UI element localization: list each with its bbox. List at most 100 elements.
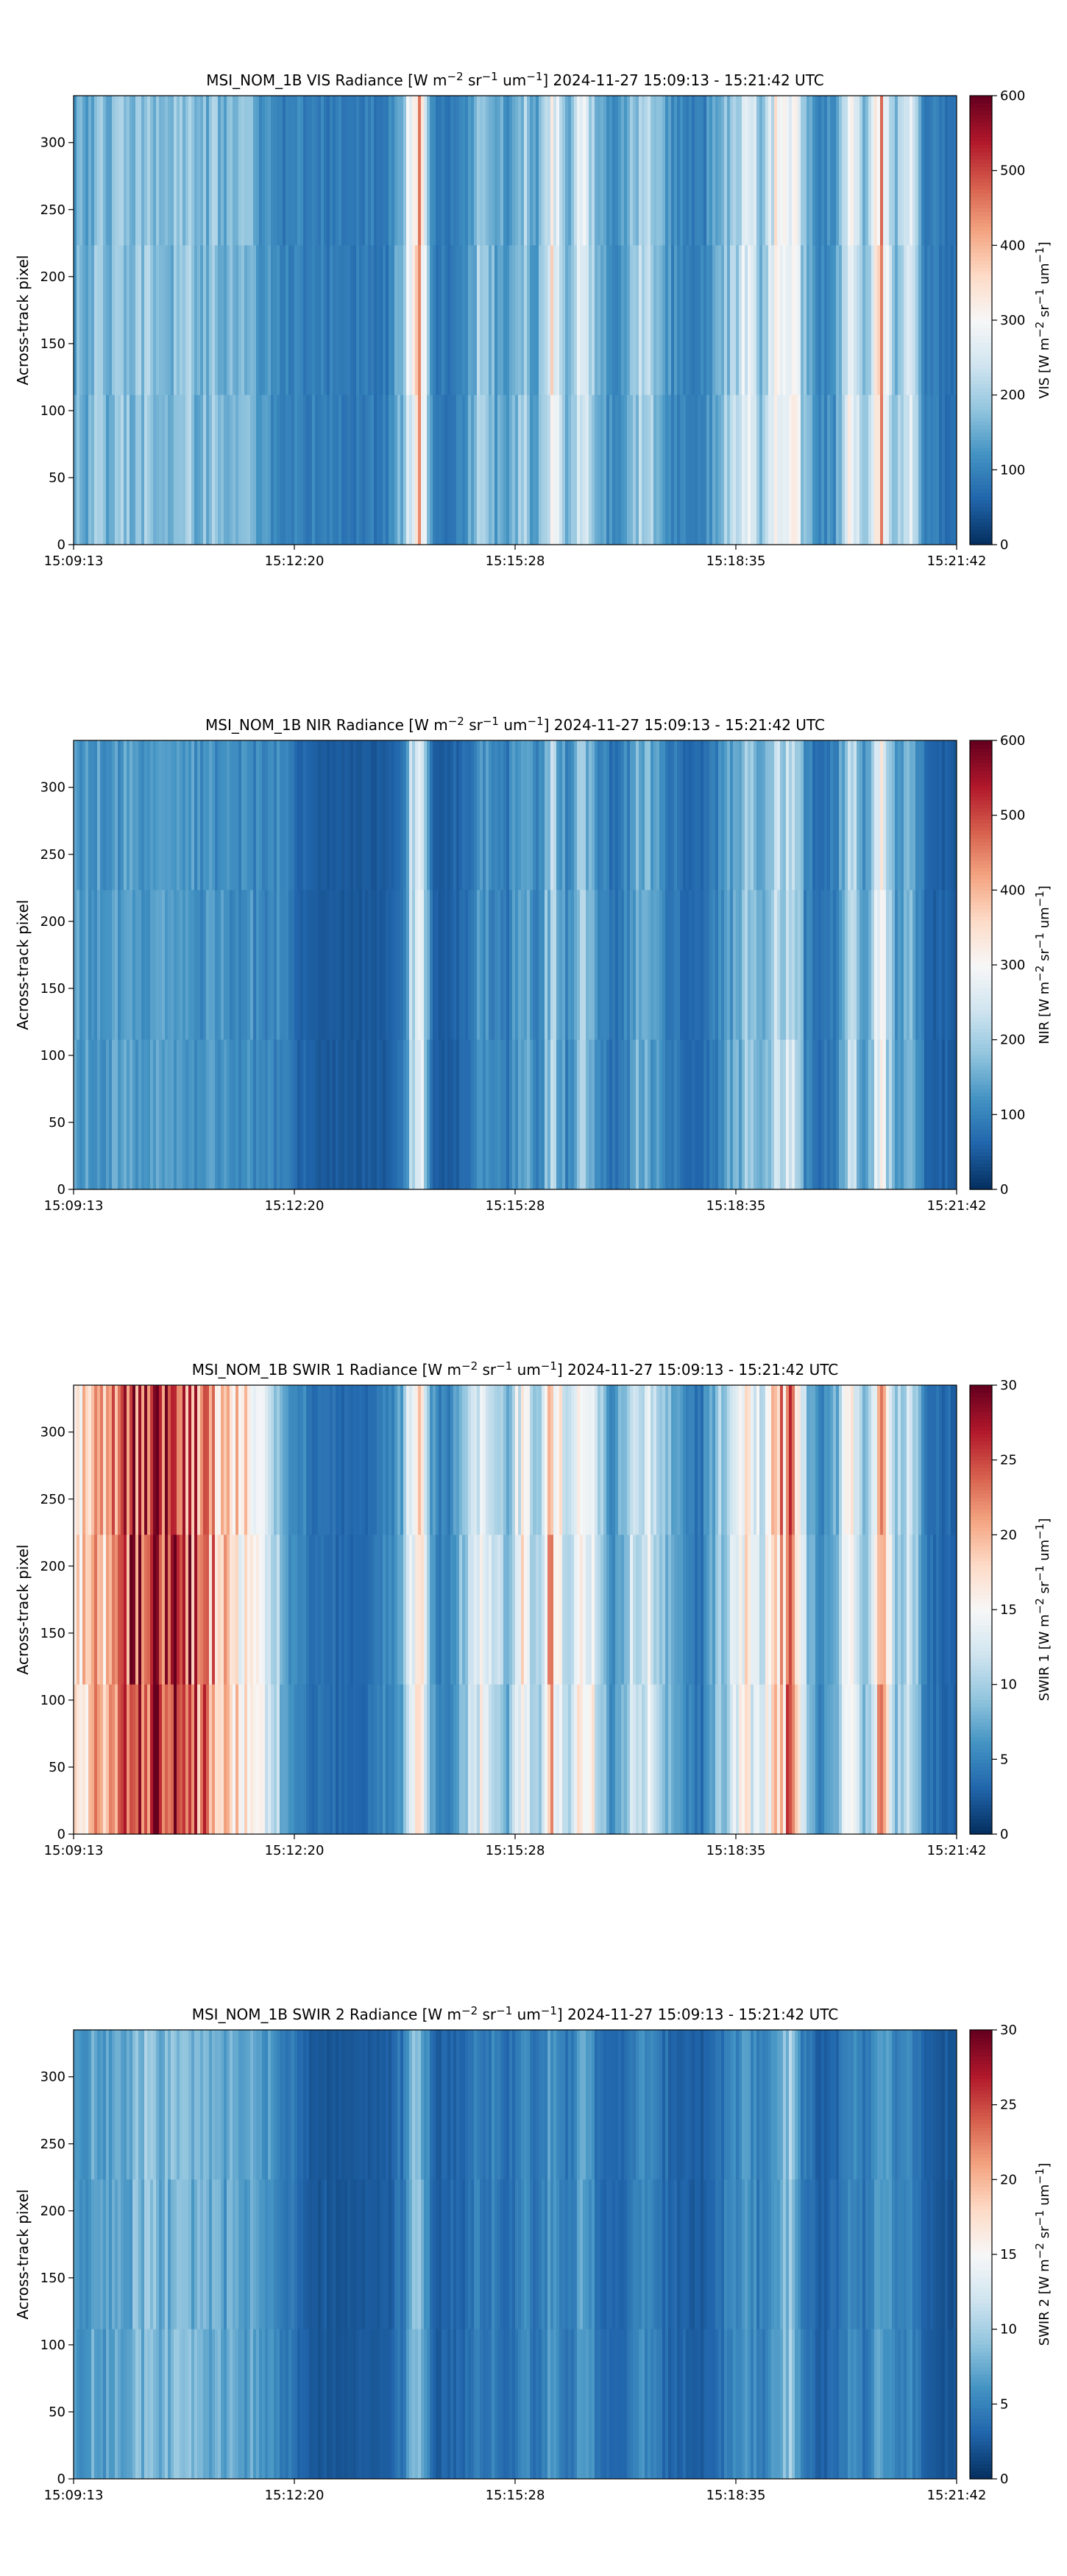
panel-4: MSI_NOM_1B SWIR 2 Radiance [W m−2 sr−1 u… [14,2004,1052,2503]
colorbar: 0 100 200 300 400 500 600 VIS [W m−2 sr−1 um−1] [969,88,1052,553]
colorbar-tick-label: 5 [1000,2396,1008,2412]
y-tick-label: 300 [40,780,65,796]
x-tick-label: 15:18:35 [706,1843,766,1858]
y-tick-label: 250 [40,1492,65,1507]
colorbar-tick-label: 600 [1000,88,1025,104]
y-tick-label: 250 [40,202,65,218]
panel-2: MSI_NOM_1B NIR Radiance [W m−2 sr−1 um−1… [14,715,1052,1214]
colorbar-tick-label: 20 [1000,2172,1017,2187]
x-tick-label: 15:15:28 [486,2488,545,2503]
x-tick-label: 15:18:35 [706,1198,766,1214]
x-tick-label: 15:09:13 [44,1198,104,1214]
chart-title: MSI_NOM_1B VIS Radiance [W m−2 sr−1 um−1… [206,70,823,89]
colorbar-tick-label: 400 [1000,882,1025,898]
y-tick-label: 50 [49,2405,65,2420]
x-tick-label: 15:18:35 [706,553,766,569]
y-tick-label: 150 [40,336,65,352]
colorbar-tick-label: 20 [1000,1527,1017,1543]
y-tick-label: 150 [40,981,65,997]
colorbar-tick-label: 5 [1000,1752,1008,1767]
colorbar-label: SWIR 1 [W m−2 sr−1 um−1] [1033,1518,1052,1702]
x-tick-label: 15:12:20 [265,1843,325,1858]
y-tick-label: 150 [40,2271,65,2286]
colorbar-tick-label: 30 [1000,1378,1017,1393]
colorbar-tick-label: 100 [1000,1107,1025,1122]
panel-3: MSI_NOM_1B SWIR 1 Radiance [W m−2 sr−1 u… [14,1359,1052,1858]
colorbar-tick-label: 15 [1000,1602,1017,1618]
y-axis-label: Across-track pixel [14,900,32,1030]
y-tick-label: 0 [57,537,65,553]
chart-title: MSI_NOM_1B NIR Radiance [W m−2 sr−1 um−1… [205,715,825,734]
colorbar-tick-label: 0 [1000,537,1008,553]
x-tick-label: 15:21:42 [927,1843,987,1858]
colorbar-tick-label: 600 [1000,733,1025,749]
x-tick-label: 15:21:42 [927,2488,987,2503]
x-tick-label: 15:15:28 [486,1198,545,1214]
y-tick-label: 300 [40,1425,65,1440]
y-tick-label: 100 [40,1048,65,1064]
colorbar-label: VIS [W m−2 sr−1 um−1] [1033,241,1052,398]
y-tick-label: 200 [40,914,65,930]
y-tick-label: 300 [40,135,65,151]
colorbar: 0 5 10 15 20 25 30 SWIR 1 [W m−2 sr−1 um−1] [969,1378,1052,1842]
y-tick-label: 100 [40,403,65,419]
y-axis-label: Across-track pixel [14,255,32,386]
y-tick-label: 250 [40,847,65,863]
x-tick-label: 15:21:42 [927,1198,987,1214]
x-tick-label: 15:15:28 [486,553,545,569]
colorbar-tick-label: 300 [1000,958,1025,973]
y-tick-label: 200 [40,269,65,285]
colorbar: 0 5 10 15 20 25 30 SWIR 2 [W m−2 sr−1 um−1] [969,2023,1052,2487]
panel-1: MSI_NOM_1B VIS Radiance [W m−2 sr−1 um−1… [14,70,1052,569]
colorbar-tick-label: 0 [1000,1827,1008,1842]
y-axis-label: Across-track pixel [14,1545,32,1675]
y-tick-label: 50 [49,1760,65,1775]
colorbar-tick-label: 10 [1000,2322,1017,2338]
colorbar-tick-label: 200 [1000,388,1025,403]
colorbar-tick-label: 25 [1000,2098,1017,2113]
colorbar-tick-label: 0 [1000,1182,1008,1197]
y-tick-label: 50 [49,470,65,486]
y-tick-label: 200 [40,1559,65,1574]
y-tick-label: 50 [49,1115,65,1130]
y-tick-label: 300 [40,2070,65,2085]
x-tick-label: 15:09:13 [44,2488,104,2503]
heatmap [74,96,957,545]
x-tick-label: 15:21:42 [927,553,987,569]
x-tick-label: 15:12:20 [265,2488,325,2503]
x-tick-label: 15:15:28 [486,1843,545,1858]
y-tick-label: 0 [57,2471,65,2487]
chart-title: MSI_NOM_1B SWIR 1 Radiance [W m−2 sr−1 u… [192,1359,839,1379]
x-tick-label: 15:09:13 [44,1843,104,1858]
y-axis-label: Across-track pixel [14,2190,32,2320]
chart-title: MSI_NOM_1B SWIR 2 Radiance [W m−2 sr−1 u… [192,2004,839,2023]
x-tick-label: 15:09:13 [44,553,104,569]
x-tick-label: 15:12:20 [265,1198,325,1214]
colorbar-tick-label: 30 [1000,2023,1017,2038]
colorbar-label: NIR [W m−2 sr−1 um−1] [1033,885,1052,1044]
heatmap [74,740,957,1189]
colorbar-tick-label: 25 [1000,1453,1017,1468]
y-tick-label: 250 [40,2137,65,2152]
colorbar: 0 100 200 300 400 500 600 NIR [W m−2 sr−1 um−1] [969,733,1052,1197]
colorbar-tick-label: 400 [1000,238,1025,253]
y-tick-label: 0 [57,1182,65,1197]
colorbar-label: SWIR 2 [W m−2 sr−1 um−1] [1033,2163,1052,2346]
colorbar-tick-label: 500 [1000,163,1025,179]
colorbar-tick-label: 300 [1000,313,1025,328]
y-tick-label: 100 [40,1693,65,1708]
colorbar-tick-label: 200 [1000,1033,1025,1048]
y-tick-label: 150 [40,1626,65,1641]
y-tick-label: 100 [40,2338,65,2353]
colorbar-tick-label: 100 [1000,462,1025,478]
colorbar-tick-label: 15 [1000,2247,1017,2262]
heatmap [74,1385,957,1834]
y-tick-label: 0 [57,1827,65,1842]
colorbar-tick-label: 500 [1000,808,1025,824]
x-tick-label: 15:12:20 [265,553,325,569]
heatmap [74,2030,957,2479]
colorbar-tick-label: 0 [1000,2471,1008,2487]
colorbar-tick-label: 10 [1000,1677,1017,1693]
x-tick-label: 15:18:35 [706,2488,766,2503]
